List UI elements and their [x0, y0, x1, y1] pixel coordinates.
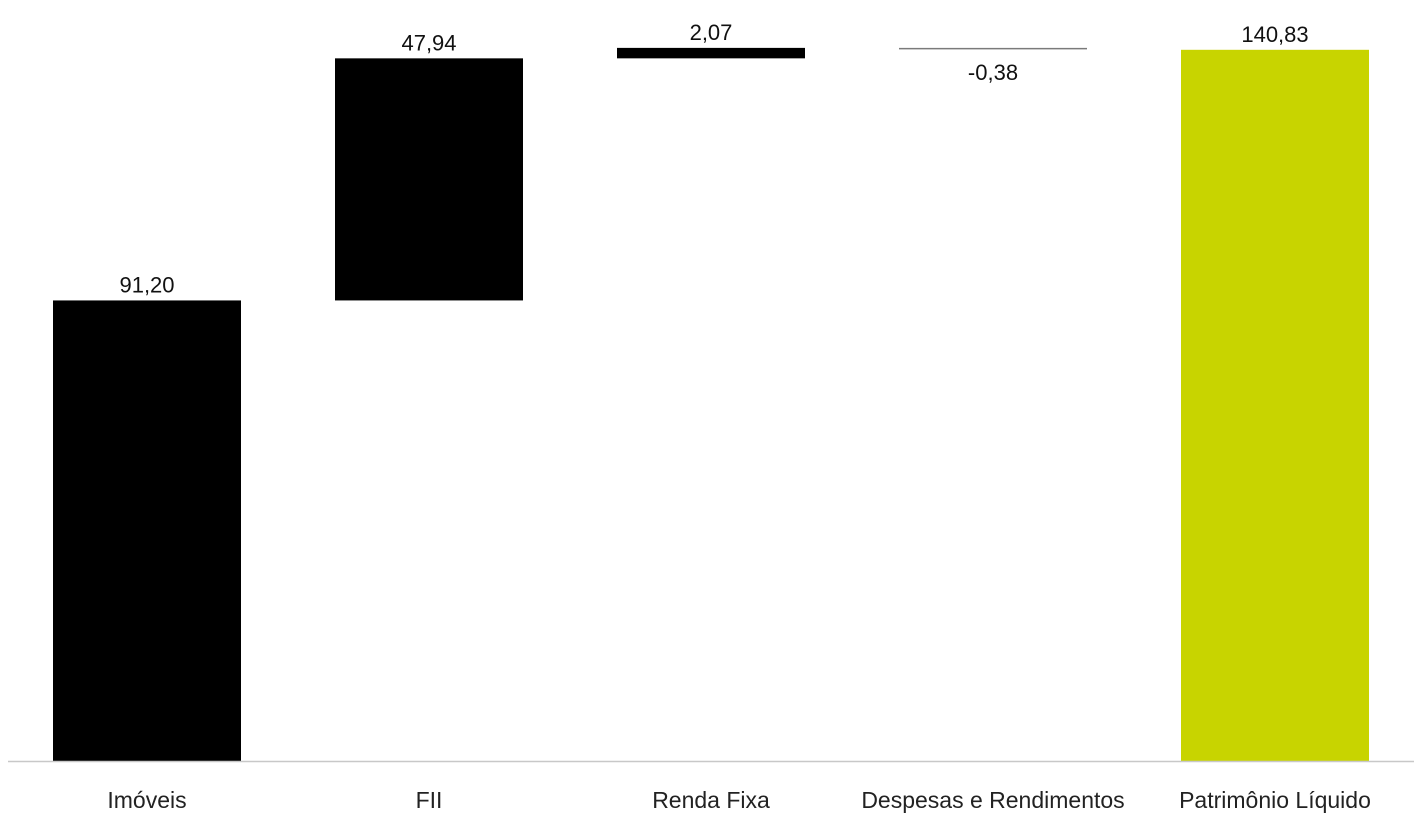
value-labels-group: 91,20 47,94 2,07 -0,38 140,83 [119, 20, 1308, 298]
bar-1 [53, 300, 241, 761]
bars-group [53, 47, 1369, 762]
category-labels-group: Imóveis FII Renda Fixa Despesas e Rendiment… [107, 787, 1371, 813]
category-label-1: Imóveis [107, 787, 186, 813]
value-label-3: 2,07 [690, 20, 733, 45]
value-label-4: -0,38 [968, 60, 1018, 85]
bar-4 [899, 47, 1087, 50]
value-label-1: 91,20 [119, 272, 174, 297]
category-label-4: Despesas e Rendimentos [861, 787, 1124, 813]
bar-3 [617, 47, 805, 59]
category-label-5: Patrimônio Líquido [1179, 787, 1371, 813]
bar-5 [1181, 49, 1369, 762]
bar-2 [335, 58, 523, 301]
value-label-2: 47,94 [401, 30, 456, 55]
category-label-3: Renda Fixa [652, 787, 770, 813]
value-label-5: 140,83 [1241, 22, 1308, 47]
category-label-2: FII [416, 787, 443, 813]
